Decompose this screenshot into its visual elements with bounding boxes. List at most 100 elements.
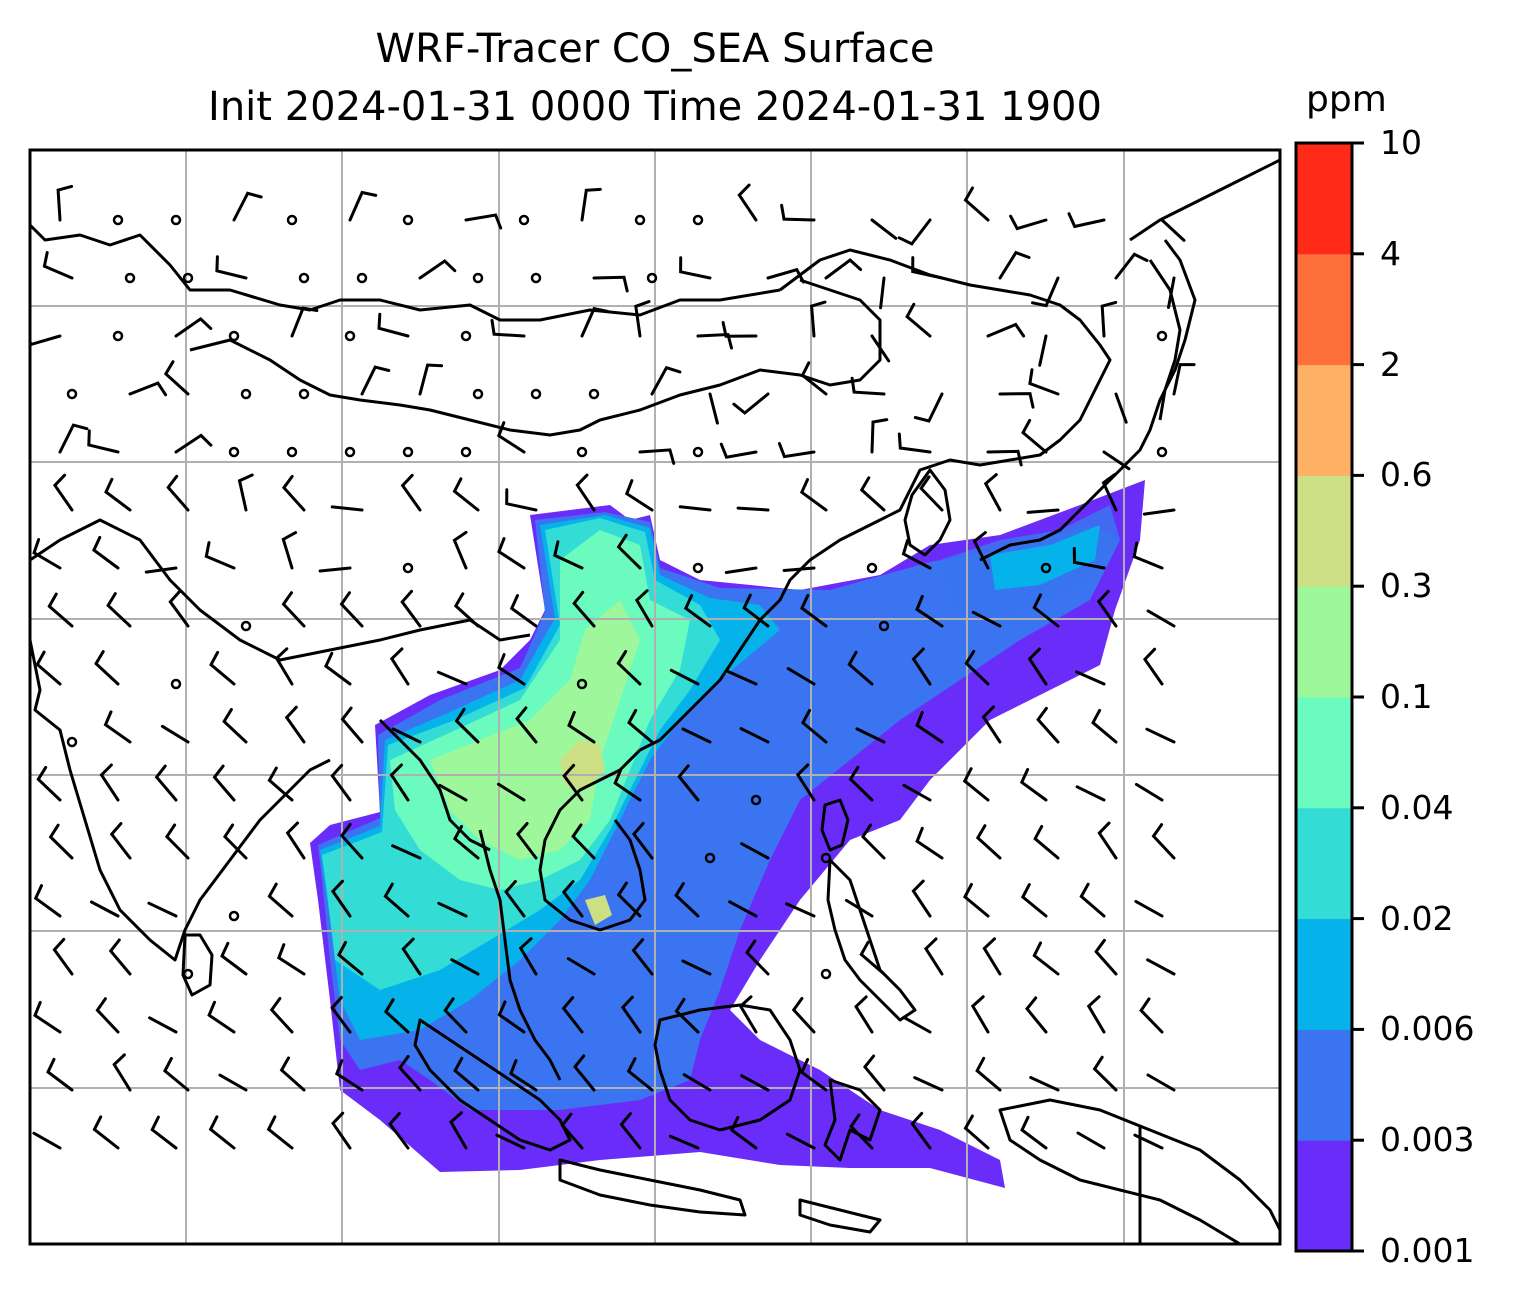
wind-barb xyxy=(592,275,629,293)
colorbar-unit-label: ppm xyxy=(1306,79,1387,120)
map-frame xyxy=(28,148,1282,1246)
colorbar-segment xyxy=(1296,807,1352,920)
calm-wind-marker xyxy=(518,214,530,226)
wind-barb xyxy=(360,365,391,396)
calm-wind-marker xyxy=(344,446,356,458)
wind-barb xyxy=(1172,363,1196,396)
calm-wind-marker xyxy=(820,852,832,864)
wind-barb xyxy=(1133,1133,1164,1150)
calm-wind-marker xyxy=(750,794,762,806)
wind-barb xyxy=(330,505,364,512)
calm-wind-marker xyxy=(228,910,240,922)
wind-barb xyxy=(859,476,886,512)
wind-barb xyxy=(571,823,596,860)
wind-barb xyxy=(786,667,816,686)
wind-barb xyxy=(728,900,758,918)
wind-barb xyxy=(509,594,538,628)
colorbar-tick-label: 0.3 xyxy=(1380,566,1433,606)
calm-wind-marker xyxy=(402,214,414,226)
wind-barb xyxy=(580,306,610,338)
wind-barb xyxy=(32,1131,62,1150)
wind-barb xyxy=(389,647,410,686)
wind-barb xyxy=(163,360,190,396)
wind-barb xyxy=(281,591,306,628)
wind-barb xyxy=(391,727,422,744)
calm-wind-marker xyxy=(704,852,716,864)
wind-barb xyxy=(212,764,236,802)
wind-barb xyxy=(824,258,863,280)
wind-barb xyxy=(389,763,410,802)
map-gridlines xyxy=(30,150,1280,1244)
wind-barb xyxy=(915,710,944,744)
wind-barb xyxy=(810,300,827,338)
wind-barb xyxy=(436,670,468,686)
wind-barb xyxy=(290,306,319,338)
wind-barb xyxy=(981,705,1002,744)
wind-barbs xyxy=(30,183,1196,1150)
wind-barb xyxy=(897,218,932,246)
wind-barb xyxy=(207,1000,236,1034)
wind-barb xyxy=(94,650,120,686)
wind-barb xyxy=(913,1076,944,1092)
wind-barb xyxy=(1096,589,1118,628)
colorbar-tick-label: 0.003 xyxy=(1380,1120,1475,1160)
wind-barb xyxy=(452,477,480,512)
wind-barb xyxy=(391,844,422,860)
wind-barb xyxy=(490,318,526,338)
wind-barb xyxy=(738,995,758,1034)
wind-barb xyxy=(348,190,378,222)
wind-barb xyxy=(870,418,889,454)
colorbar-segment xyxy=(1296,1029,1352,1141)
wind-barb xyxy=(1009,214,1048,231)
wind-barb xyxy=(736,506,770,512)
wind-barb xyxy=(418,259,457,280)
wind-barb xyxy=(739,727,770,744)
plume-level-0.1 xyxy=(430,600,640,860)
wind-barb xyxy=(616,649,642,686)
wind-barb xyxy=(438,783,468,802)
colorbar-segment xyxy=(1296,475,1352,587)
wind-barb xyxy=(708,392,719,425)
wind-barb xyxy=(696,332,733,350)
calm-wind-marker xyxy=(182,968,194,980)
java xyxy=(558,1158,747,1217)
wind-barb xyxy=(1142,647,1164,686)
wind-barb xyxy=(174,316,213,338)
wind-barb xyxy=(1020,1115,1048,1150)
wind-barb xyxy=(154,764,178,802)
wind-barb xyxy=(800,593,828,628)
wind-barb xyxy=(515,706,538,744)
thai-malay-peninsula xyxy=(478,829,562,1081)
wind-barb xyxy=(847,650,874,686)
calm-wind-marker xyxy=(692,562,704,574)
wind-barb xyxy=(222,708,248,744)
wind-barb xyxy=(859,940,886,976)
wind-barb xyxy=(112,1053,132,1092)
wind-barb xyxy=(267,766,294,802)
himalaya-border xyxy=(30,518,531,662)
wind-barb xyxy=(339,822,364,860)
wind-barb xyxy=(626,1057,654,1092)
wind-barb xyxy=(330,763,352,802)
colorbar-tick-label: 0.02 xyxy=(1380,898,1454,938)
wind-barb xyxy=(163,1057,190,1092)
wind-barb xyxy=(497,782,526,802)
colorbar-segment xyxy=(1296,586,1352,698)
calm-wind-marker xyxy=(460,446,472,458)
wind-barb xyxy=(740,1074,770,1092)
colorbar-tick-label: 0.1 xyxy=(1380,677,1433,716)
wind-barb xyxy=(266,1115,294,1150)
wind-barb xyxy=(1076,1131,1106,1150)
wind-barb xyxy=(450,958,480,976)
wind-barb xyxy=(580,187,602,222)
wind-barb xyxy=(504,880,526,918)
wind-barb xyxy=(1036,706,1060,744)
wind-barb xyxy=(983,473,1002,512)
calm-wind-marker xyxy=(866,562,878,574)
wind-barb xyxy=(566,957,596,976)
colorbar-segment xyxy=(1296,143,1352,255)
wind-barb xyxy=(799,1058,828,1092)
wind-barb xyxy=(148,1016,178,1034)
wind-barb xyxy=(32,538,62,570)
wind-barb xyxy=(1072,546,1106,570)
